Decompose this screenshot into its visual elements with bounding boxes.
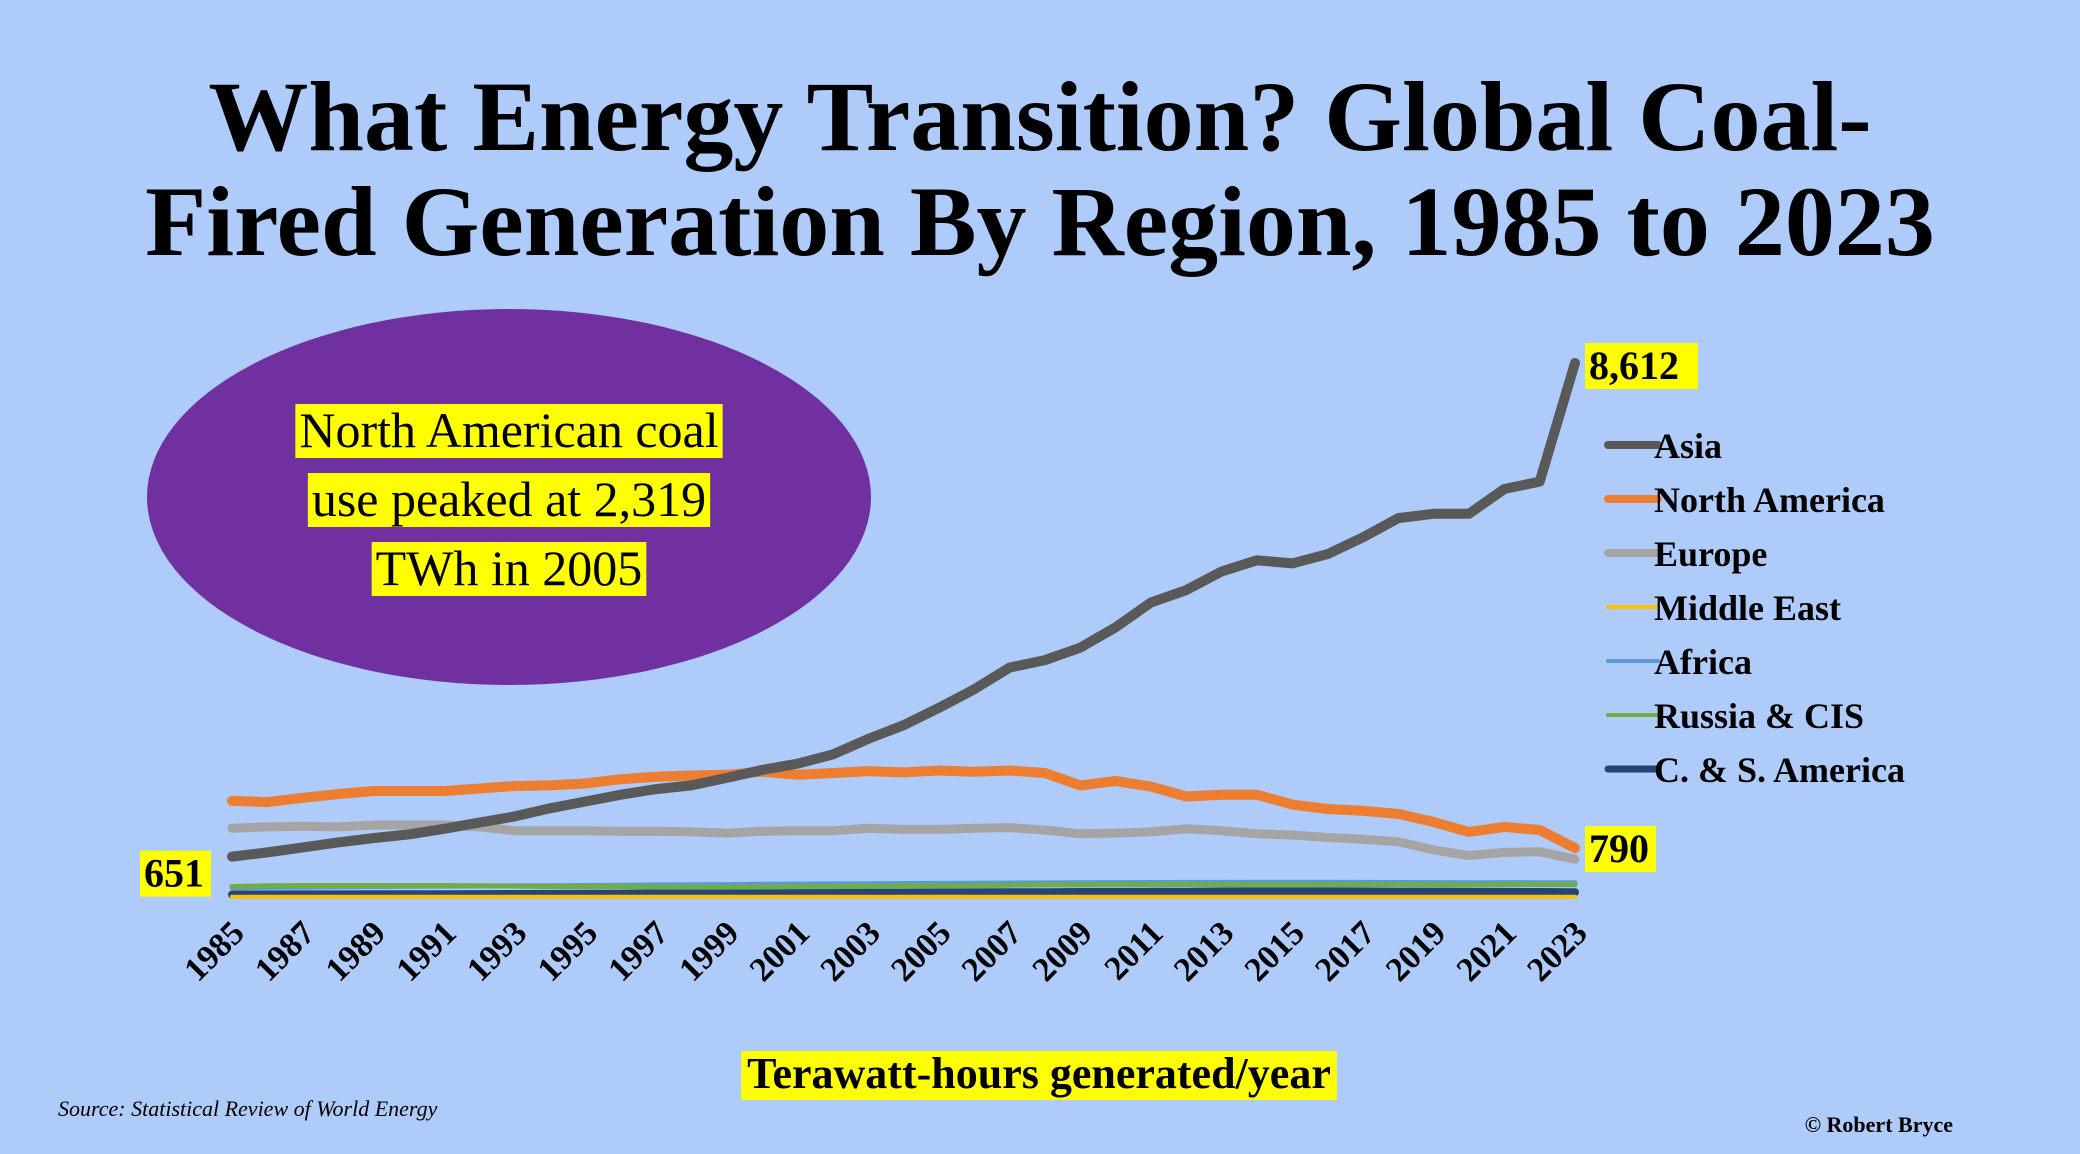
x-tick-label: 2021 bbox=[1450, 914, 1524, 988]
series-line-asia bbox=[227, 358, 1580, 862]
legend-entry-africa: Africa bbox=[1606, 642, 1752, 682]
x-tick-label: 2013 bbox=[1167, 914, 1241, 988]
annotation-highlight bbox=[1585, 343, 1698, 389]
x-tick-label: 2007 bbox=[955, 914, 1029, 988]
source-note: Source: Statistical Review of World Ener… bbox=[58, 1096, 438, 1121]
callout-highlight bbox=[295, 404, 723, 458]
x-axis-label: Terawatt-hours generated/year bbox=[747, 1049, 1331, 1098]
x-axis-label-group: Terawatt-hours generated/year bbox=[741, 1049, 1337, 1100]
legend-entry-europe: Europe bbox=[1604, 534, 1767, 574]
callout-oval: North American coal use peaked at 2,319 TW… bbox=[147, 309, 871, 685]
chart-title-line-1: What Energy Transition? Global Coal- bbox=[208, 61, 1871, 172]
x-tick-label: 2003 bbox=[814, 914, 888, 988]
annotation-651: 651 bbox=[140, 850, 211, 897]
x-tick-label: 2023 bbox=[1520, 914, 1594, 988]
x-tick-label: 1993 bbox=[460, 914, 534, 988]
x-tick-label: 2005 bbox=[884, 914, 958, 988]
series-line-c-s-america bbox=[228, 887, 1579, 899]
callout-highlight bbox=[371, 542, 647, 596]
x-tick-label: 2001 bbox=[743, 914, 817, 988]
legend-label: North America bbox=[1654, 480, 1885, 520]
legend-entry-c-s-america: C. & S. America bbox=[1604, 750, 1905, 790]
x-tick-label: 1997 bbox=[602, 914, 676, 988]
legend-label: Middle East bbox=[1654, 588, 1841, 628]
callout-highlight bbox=[307, 473, 711, 527]
copyright-note: © Robert Bryce bbox=[1805, 1112, 1954, 1137]
legend: Asia North America Europe Middle East Africa… bbox=[1604, 426, 1905, 790]
callout-text-line: TWh in 2005 bbox=[376, 540, 643, 596]
x-tick-label: 1999 bbox=[672, 914, 746, 988]
legend-label: Asia bbox=[1654, 426, 1722, 466]
annotation-label: 8,612 bbox=[1589, 343, 1679, 388]
legend-entry-middle-east: Middle East bbox=[1606, 588, 1841, 628]
annotation-790: 790 bbox=[1585, 826, 1656, 873]
chart-title-line-2: Fired Generation By Region, 1985 to 2023 bbox=[145, 166, 1935, 277]
x-tick-label: 2015 bbox=[1238, 914, 1312, 988]
x-tick-label: 1985 bbox=[177, 914, 251, 988]
annotation-label: 790 bbox=[1589, 826, 1649, 871]
x-tick-label: 2009 bbox=[1026, 914, 1100, 988]
annotation-highlight bbox=[1585, 826, 1656, 873]
x-tick-label: 1991 bbox=[390, 914, 464, 988]
series-line-north-america bbox=[227, 765, 1580, 853]
x-tick-label: 2019 bbox=[1379, 914, 1453, 988]
callout-text-line: North American coal bbox=[299, 402, 718, 458]
legend-entry-asia: Asia bbox=[1604, 426, 1722, 466]
x-tick-label: 2011 bbox=[1098, 914, 1171, 987]
legend-label: Russia & CIS bbox=[1654, 696, 1864, 736]
x-axis-label-highlight bbox=[741, 1051, 1337, 1100]
legend-entry-russia-cis: Russia & CIS bbox=[1606, 696, 1864, 736]
x-tick-label: 1989 bbox=[319, 914, 393, 988]
x-tick-label: 2017 bbox=[1308, 914, 1382, 988]
series-line-russia-cis bbox=[229, 882, 1578, 890]
x-tick-label: 1995 bbox=[531, 914, 605, 988]
x-axis-ticks: 1985198719891991199319951997199920012003… bbox=[177, 914, 1594, 988]
data-annotations: 651 8,612 790 bbox=[140, 343, 1698, 897]
legend-entry-north-america: North America bbox=[1604, 480, 1885, 520]
legend-label: Europe bbox=[1654, 534, 1767, 574]
annotation-highlight bbox=[140, 850, 211, 897]
plot-lines bbox=[227, 358, 1580, 899]
x-tick-label: 1987 bbox=[248, 914, 322, 988]
callout-text-line: use peaked at 2,319 bbox=[312, 471, 706, 527]
legend-label: C. & S. America bbox=[1654, 750, 1905, 790]
annotation-8612: 8,612 bbox=[1585, 343, 1698, 389]
annotation-label: 651 bbox=[144, 851, 204, 896]
legend-label: Africa bbox=[1654, 642, 1752, 682]
